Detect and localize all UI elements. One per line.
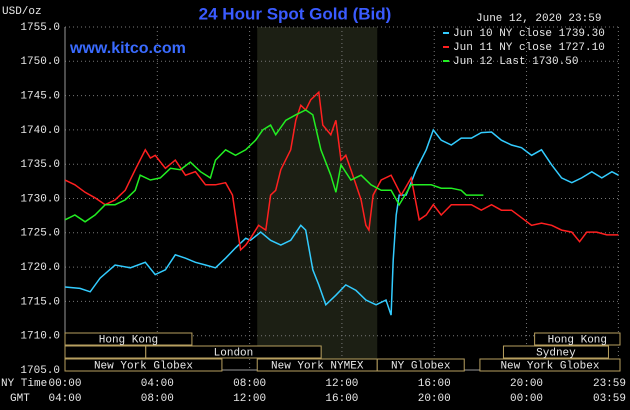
session-label: NY Globex [391,360,451,372]
x2-tick-label: 20:00 [418,393,451,405]
y-tick-label: 1715.0 [20,296,60,308]
session-box [64,358,223,372]
x-tick-label: 04:00 [141,378,174,390]
session-box [479,358,621,372]
y-tick-label: 1725.0 [20,228,60,240]
website: www.kitco.com [69,40,186,57]
y-axis-label: USD/oz [2,6,42,18]
legend-label: Jun 12 Last 1730.50 [453,56,578,68]
session-box [145,345,322,359]
x2-tick-label: 12:00 [233,393,266,405]
x-tick-label: 20:00 [510,378,543,390]
session-box [502,345,609,359]
session-label: Hong Kong [548,334,607,346]
y-tick-label: 1730.0 [20,193,60,205]
session-box [534,332,621,346]
y-tick-label: 1705.0 [20,365,60,377]
price-line [65,90,619,252]
session-label: Hong Kong [99,334,158,346]
session-box [64,345,147,359]
session-label: Sydney [536,347,576,359]
session-box [64,332,193,346]
x-tick-label: 00:00 [48,378,81,390]
x2-tick-label: 00:00 [510,393,543,405]
x-tick-label: 12:00 [325,378,358,390]
x2-tick-label: 04:00 [48,393,81,405]
y-tick-label: 1710.0 [20,331,60,343]
session-label: New York NYMEX [271,360,364,372]
price-line [65,128,619,316]
y-tick-label: 1750.0 [20,56,60,68]
price-line [65,109,484,223]
chart-title: 24 Hour Spot Gold (Bid) [199,4,392,23]
timestamp: June 12, 2020 23:59 [476,13,601,25]
x2-axis-label: GMT [10,393,30,405]
y-tick-label: 1755.0 [20,22,60,34]
x2-tick-label: 08:00 [141,393,174,405]
session-label: New York Globex [500,360,599,372]
session-box [376,358,465,372]
x-axis-label: NY Time [1,378,47,390]
legend-label: Jun 11 NY close 1727.10 [453,42,605,54]
y-tick-label: 1720.0 [20,262,60,274]
session-label: London [214,347,254,359]
x-tick-label: 08:00 [233,378,266,390]
x-tick-label: 16:00 [418,378,451,390]
y-tick-label: 1740.0 [20,125,60,137]
y-tick-label: 1745.0 [20,91,60,103]
y-tick-label: 1735.0 [20,159,60,171]
x-tick-label: 23:59 [593,378,626,390]
x2-tick-label: 03:59 [593,393,626,405]
x2-tick-label: 16:00 [325,393,358,405]
session-label: New York Globex [94,360,193,372]
legend-label: Jun 10 NY close 1739.30 [453,28,605,40]
